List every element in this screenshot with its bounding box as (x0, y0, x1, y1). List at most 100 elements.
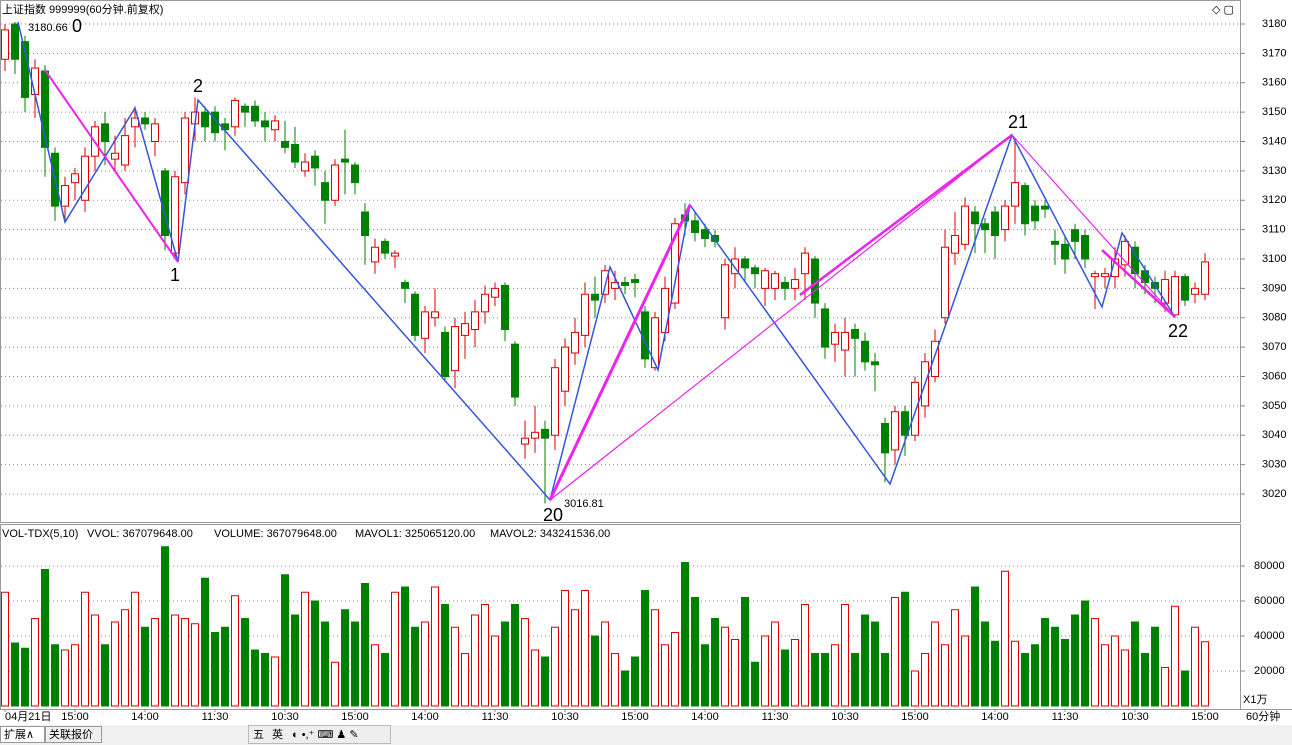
wave-line (1101, 249, 1176, 318)
y-tick-label: 3030 (1262, 459, 1286, 471)
volume-bar (11, 642, 19, 707)
wave-line (1011, 134, 1176, 318)
volume-bar (901, 591, 909, 707)
tab-label[interactable]: 关联报价 (49, 727, 93, 741)
volume-bar (681, 562, 689, 707)
volume-bar (1011, 640, 1019, 707)
candle-body (301, 161, 309, 172)
volume-bar (591, 635, 599, 707)
volume-bar (1161, 667, 1169, 707)
candle-body (331, 164, 339, 201)
volume-bar (271, 656, 279, 707)
volume-bar (31, 618, 39, 707)
candle-body (841, 331, 849, 351)
candle-body (1041, 205, 1049, 210)
x-tick-label: 10:30 (271, 711, 299, 723)
candle-body (581, 293, 589, 336)
candle-body (441, 331, 449, 377)
volume-bar (851, 653, 859, 707)
candle-body (261, 120, 269, 128)
candle-body (411, 293, 419, 336)
x-tick-label: 10:30 (831, 711, 859, 723)
volume-bar (251, 649, 259, 707)
candle-body (271, 120, 279, 131)
candle-body (561, 346, 569, 392)
candle-body (501, 284, 509, 330)
candle-body (111, 152, 119, 160)
candle-body (1201, 261, 1209, 295)
tab[interactable] (45, 726, 102, 743)
candle-body (881, 423, 889, 454)
volume-bar (1051, 626, 1059, 707)
volume-bar (831, 644, 839, 707)
candle-body (491, 287, 499, 298)
toolbar-label[interactable]: 英 (272, 727, 283, 741)
window-icons[interactable]: ◇ ▢ (1212, 4, 1234, 16)
volume-bar (981, 621, 989, 707)
volume-bar (41, 569, 49, 707)
candle-body (321, 182, 329, 201)
unit-label: X1万 (1243, 694, 1267, 706)
candle-body (341, 158, 349, 163)
y-tick-label: 3160 (1262, 77, 1286, 89)
volume-bar (401, 586, 409, 707)
volume-bar (621, 670, 629, 707)
y-tick-label: 3100 (1262, 253, 1286, 265)
annotation: 3180.66 (28, 22, 68, 34)
y-tick-label: 20000 (1254, 665, 1285, 677)
x-tick-label: 15:00 (1191, 711, 1219, 723)
x-tick-label: 04月21日 (5, 711, 51, 723)
candle-body (1161, 279, 1169, 304)
volume-bar (51, 644, 59, 707)
volume-bar (211, 632, 219, 707)
x-tick-label: 15:00 (61, 711, 89, 723)
candle-body (971, 211, 979, 225)
y-tick-label: 40000 (1254, 630, 1285, 642)
volume-bar (1141, 653, 1149, 707)
tab-label[interactable]: 扩展∧ (4, 727, 34, 741)
candle-body (901, 411, 909, 436)
annotation: 3016.81 (564, 498, 604, 510)
price-panel (0, 0, 1241, 523)
candle-body (741, 258, 749, 269)
volume-bar (771, 621, 779, 707)
y-tick-label: 3140 (1262, 135, 1286, 147)
volume-bar (921, 653, 929, 707)
volume-bar (391, 591, 399, 707)
candle-body (1171, 276, 1179, 316)
volume-bar (721, 626, 729, 707)
volume-bar (191, 623, 199, 707)
volume-bar (131, 591, 139, 707)
candle-body (421, 311, 429, 339)
tab[interactable] (0, 726, 45, 743)
toolbar-icons[interactable]: ◐ •,⁺ ⌨ ♟ ✎ (292, 729, 359, 741)
x-tick-label: 14:00 (981, 711, 1009, 723)
candle-body (911, 381, 919, 436)
candle-body (931, 340, 939, 377)
volume-bar (511, 604, 519, 707)
volume-bar (601, 621, 609, 707)
candle-body (801, 252, 809, 275)
volume-bar (541, 656, 549, 707)
volume-bar (501, 621, 509, 707)
y-tick-label: 3080 (1262, 312, 1286, 324)
volume-bar (1041, 618, 1049, 707)
candle-body (391, 252, 399, 257)
toolbar-label[interactable]: 五 (253, 729, 264, 741)
volume-bar (151, 618, 159, 707)
candle-body (1051, 240, 1059, 245)
candle-body (71, 173, 79, 184)
y-tick-label: 3130 (1262, 165, 1286, 177)
volume-bar (1111, 635, 1119, 707)
volume-bar (991, 640, 999, 707)
chart-title: 上证指数 999999(60分钟.前复权) (2, 2, 163, 16)
volume-bar (181, 618, 189, 707)
volume-bar (971, 586, 979, 707)
volume-bar (411, 626, 419, 707)
volume-bar (241, 618, 249, 707)
volume-bar (301, 591, 309, 707)
period-label[interactable]: 60分钟 (1246, 709, 1280, 723)
candle-body (781, 282, 789, 289)
volume-bar (671, 632, 679, 707)
y-tick-label: 3150 (1262, 106, 1286, 118)
